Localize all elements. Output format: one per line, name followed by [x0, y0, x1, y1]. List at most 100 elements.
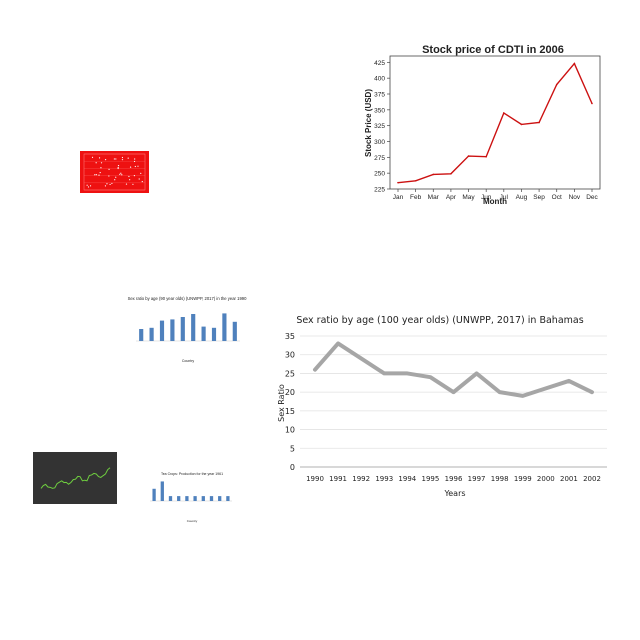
bar [152, 488, 156, 501]
data-point [99, 171, 101, 174]
y-axis-label: Stock Price (USD) [364, 89, 373, 157]
x-axis-label: Month [483, 197, 507, 206]
x-axis-label: Country [182, 359, 195, 363]
data-point [94, 174, 96, 176]
y-tick-label: 375 [374, 92, 385, 99]
y-tick-label: 225 [374, 187, 385, 194]
x-tick-label: Aug [516, 194, 528, 201]
bar [177, 496, 181, 501]
stock-price-chart: Stock price of CDTI in 2006 225 250 275 300… [364, 44, 601, 206]
data-point [133, 160, 136, 163]
y-tick-label: 30 [285, 351, 295, 360]
bar [226, 496, 230, 501]
x-tick-label: Mar [428, 194, 440, 201]
bar [149, 327, 154, 341]
data-point [117, 167, 119, 169]
bar [159, 320, 165, 341]
x-tick-label: 1995 [422, 475, 440, 483]
data-point [121, 159, 124, 161]
x-tick-label: Sep [533, 194, 545, 201]
x-tick-label: 1993 [375, 475, 393, 483]
data-point [98, 157, 101, 159]
bar [139, 329, 144, 341]
chart-title: Sex ratio by age (100 year olds) (UNWPP,… [296, 315, 583, 326]
x-axis-label: Country [187, 519, 198, 523]
green-line-thumbnail [33, 452, 117, 504]
data-point [485, 155, 487, 158]
data-point [137, 165, 139, 167]
data-point [450, 173, 452, 175]
thumbnail-background [33, 452, 117, 504]
data-point [91, 156, 94, 158]
x-tick-label: Jul [500, 194, 509, 201]
x-tick-label: 1997 [468, 475, 486, 483]
data-point [414, 179, 417, 182]
bar [170, 319, 175, 341]
data-point [104, 185, 107, 187]
data-point [132, 183, 134, 185]
data-point [100, 167, 102, 169]
data-point [104, 159, 107, 161]
data-point [109, 183, 111, 186]
y-tick-label: 350 [374, 107, 385, 114]
bar [160, 481, 164, 501]
thumbnail-background [80, 151, 149, 193]
bar [185, 496, 189, 501]
x-tick-label: Nov [569, 194, 581, 201]
data-point [115, 158, 117, 160]
data-point [87, 186, 90, 188]
x-tick-label: 1996 [445, 475, 463, 483]
data-point [134, 158, 136, 160]
data-point [114, 179, 116, 181]
chart-title: Sex ratio by age (90 year olds) (UNWPP, … [128, 296, 248, 301]
data-point [121, 156, 124, 159]
data-point [98, 174, 100, 176]
x-tick-label: 1990 [306, 475, 324, 483]
data-point [86, 184, 88, 186]
data-point [503, 112, 505, 114]
x-tick-label: 2001 [560, 475, 578, 483]
data-point [108, 168, 110, 170]
x-tick-label: 2002 [583, 475, 601, 483]
data-point [140, 172, 142, 175]
sex-ratio-chart: Sex ratio by age (100 year olds) (UNWPP,… [277, 315, 607, 498]
data-point [129, 166, 132, 168]
y-tick-label: 325 [374, 123, 385, 130]
x-tick-label: Jun [481, 194, 492, 201]
x-tick-label: 2000 [537, 475, 555, 483]
bar [168, 496, 173, 501]
y-tick-label: 250 [374, 171, 385, 178]
y-tick-label: 35 [285, 332, 295, 341]
x-tick-label: 1991 [329, 475, 347, 483]
bar [222, 313, 227, 341]
y-axis-label: Sex Ratio [277, 384, 286, 422]
data-point [117, 167, 119, 170]
data-point [89, 185, 92, 187]
data-point [125, 183, 128, 185]
bar [180, 317, 185, 341]
bar [193, 496, 197, 501]
data-point [108, 175, 110, 177]
x-tick-label: Feb [410, 194, 422, 201]
data-point [129, 179, 131, 181]
data-point [128, 175, 130, 178]
x-tick-label: Dec [586, 194, 598, 201]
data-point [121, 174, 123, 176]
bar [211, 327, 217, 341]
series-line [397, 62, 593, 184]
bar [191, 314, 196, 341]
y-tick-label: 275 [374, 155, 385, 162]
x-tick-label: Jan [393, 194, 404, 201]
data-point [100, 162, 103, 164]
y-tick-label: 0 [290, 463, 295, 472]
data-point [133, 175, 135, 177]
y-tick-label: 5 [290, 444, 295, 453]
data-point [95, 174, 98, 176]
y-tick-label: 25 [285, 369, 295, 378]
tea-crops-bar-thumbnail: Tea Crops: Production for the year 1961 … [150, 472, 232, 523]
x-tick-label: 1994 [398, 475, 416, 483]
data-point [520, 123, 523, 126]
x-tick-label: 1992 [352, 475, 370, 483]
data-point [106, 183, 108, 185]
data-point [95, 162, 97, 164]
